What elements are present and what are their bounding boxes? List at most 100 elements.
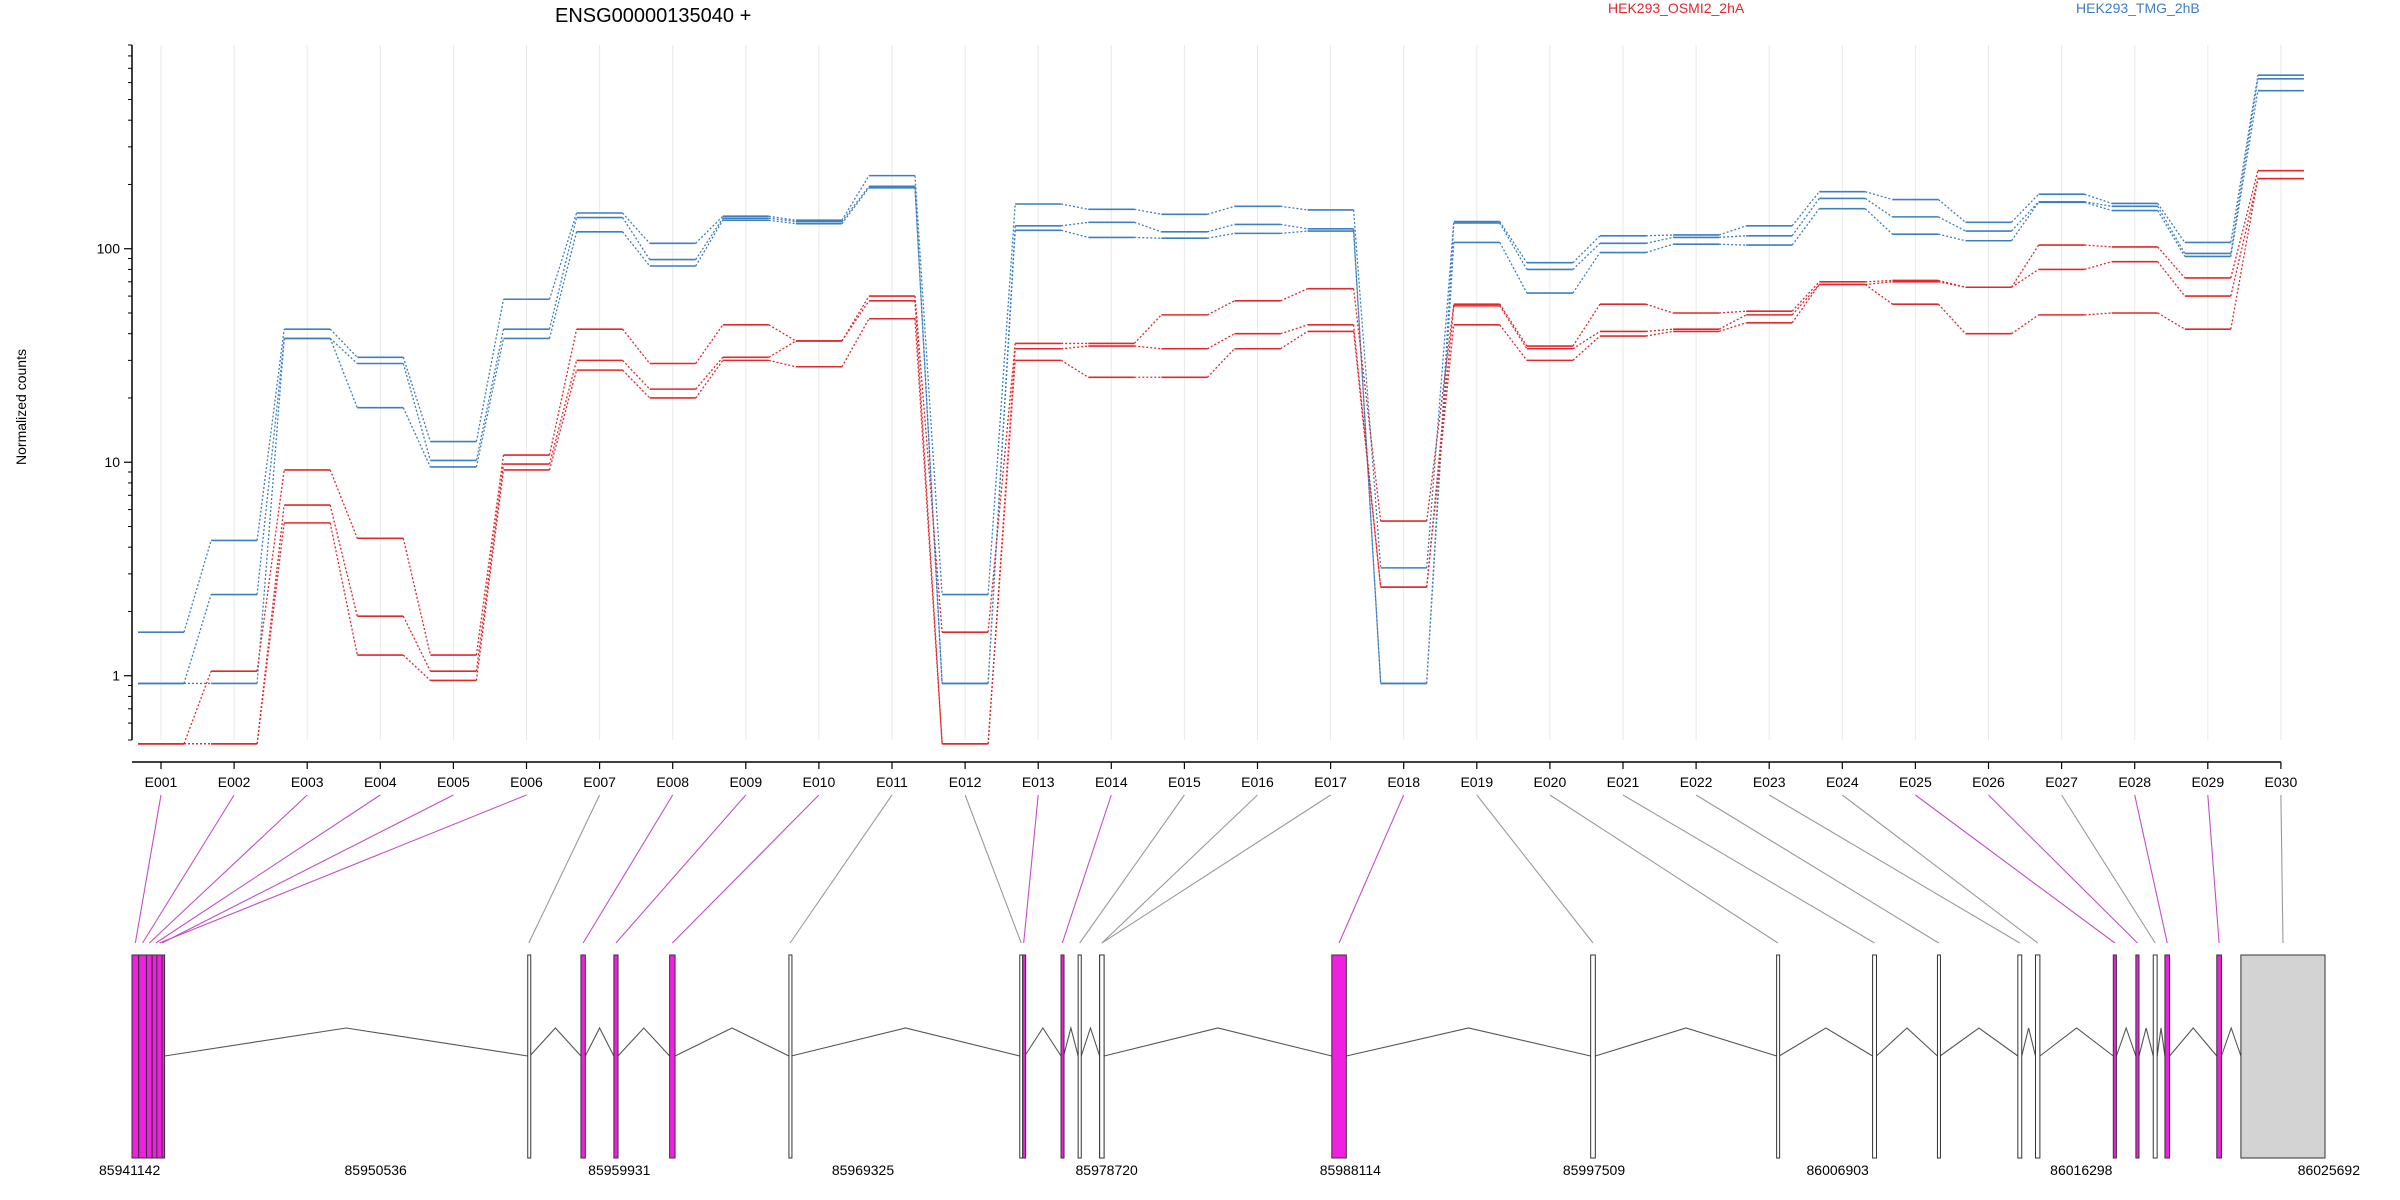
series-connector <box>695 356 724 390</box>
series-connector <box>1572 252 1601 294</box>
series-connector <box>1791 284 1820 324</box>
series-connector <box>1499 305 1528 350</box>
series-connector <box>329 337 358 364</box>
series-connector <box>1426 324 1455 588</box>
series-connector <box>1645 330 1674 337</box>
series-connector <box>402 654 431 681</box>
series-connector <box>329 328 358 358</box>
series-connector <box>402 357 432 442</box>
series-connector <box>329 522 358 656</box>
exon-connector <box>148 794 308 944</box>
series-connector <box>1426 305 1455 588</box>
genomic-coordinate-label: 85997509 <box>1563 1162 1626 1178</box>
series-connector <box>2084 193 2112 205</box>
series-connector <box>1207 205 1235 215</box>
series-connector <box>841 295 870 342</box>
exon-connector <box>1768 794 2021 944</box>
gene-model-track: 85941142 85950536 85959931 85969325 85978720… <box>99 794 2360 1178</box>
series-connector <box>2011 314 2039 335</box>
series-connector <box>548 231 578 339</box>
series-3 <box>138 169 2304 745</box>
series-connector <box>768 215 796 221</box>
exon-box <box>2034 954 2041 1159</box>
series-connector <box>1791 191 1820 227</box>
intron-line <box>1063 1025 1079 1057</box>
x-tick-label: E008 <box>656 774 689 790</box>
x-tick-label: E004 <box>364 774 397 790</box>
series-connector <box>1864 208 1893 235</box>
exon-box <box>138 954 147 1159</box>
series-connector <box>2157 246 2186 279</box>
series-connector <box>256 338 285 595</box>
exon-connector <box>155 794 381 944</box>
x-tick-label: E015 <box>1168 774 1201 790</box>
series-connector <box>2230 78 2259 254</box>
series-2 <box>138 89 2304 685</box>
series-connector <box>475 329 505 461</box>
series-connector <box>1060 359 1089 378</box>
series-connector <box>1352 231 1382 684</box>
series-connector <box>768 219 796 225</box>
series-connector <box>1645 236 1674 244</box>
y-tick-label: 1 <box>112 668 120 684</box>
intron-line <box>2220 1026 2242 1057</box>
chart-title: ENSG00000135040 + <box>555 5 751 27</box>
series-connector <box>1061 229 1089 239</box>
series-connector <box>841 318 870 368</box>
intron-line <box>2156 1027 2166 1057</box>
x-tick-label: E003 <box>291 774 324 790</box>
exon-box <box>2135 954 2140 1159</box>
series-connector <box>1499 242 1528 294</box>
intron-line <box>791 1027 1020 1057</box>
series-connector <box>329 469 358 539</box>
series-connector <box>329 338 358 408</box>
series-connector <box>256 522 285 744</box>
series-connector <box>2084 201 2112 212</box>
exon-box <box>2216 954 2222 1159</box>
series-connector <box>841 187 870 225</box>
x-tick-label: E023 <box>1753 774 1786 790</box>
series-connector <box>1572 303 1601 347</box>
x-tick-label: E018 <box>1387 774 1420 790</box>
plot-area: 1 10 100 E001 E002 E003 E004 E005 E006 E007 E008 E0… <box>97 44 2304 790</box>
series-connector <box>183 540 212 633</box>
series-connector <box>1499 221 1528 264</box>
series-connector <box>768 217 796 223</box>
series-connector <box>1499 324 1528 361</box>
series-connector <box>622 359 651 390</box>
series-connector <box>1865 191 1893 201</box>
x-tick-label: E012 <box>949 774 982 790</box>
series-connector <box>2230 90 2259 257</box>
series-connector <box>402 407 431 468</box>
intron-line <box>1346 1027 1591 1057</box>
series-connector <box>987 203 1016 595</box>
series-connector <box>2230 75 2259 243</box>
series-1 <box>138 78 2304 685</box>
exon-connector <box>1061 794 1112 944</box>
exon-box <box>527 954 532 1159</box>
exon-box <box>2152 954 2158 1159</box>
series-connector <box>1718 314 1747 330</box>
series-connector <box>475 464 505 672</box>
series-connector <box>548 212 578 300</box>
series-connector <box>475 455 505 656</box>
series-connector <box>1938 281 1966 288</box>
intron-line <box>674 1027 790 1057</box>
genomic-coordinate-label: 86006903 <box>1807 1162 1870 1178</box>
exon-box <box>1590 954 1596 1159</box>
exon-box <box>613 954 619 1159</box>
series-connector <box>2011 268 2039 288</box>
series-connector <box>548 329 578 456</box>
series-connector <box>622 231 651 267</box>
x-tick-label: E021 <box>1607 774 1640 790</box>
series-connector <box>1865 279 1893 283</box>
series-connector <box>695 324 724 364</box>
intron-line <box>617 1027 671 1057</box>
series-connector <box>1645 303 1674 314</box>
series-connector <box>987 343 1016 633</box>
legend-label-tmg: HEK293_TMG_2hB <box>2076 0 2200 16</box>
series-connector <box>1645 234 1674 237</box>
exon-connector <box>1101 794 1258 944</box>
series-connector <box>1134 208 1162 215</box>
x-tick-label: E019 <box>1460 774 1493 790</box>
